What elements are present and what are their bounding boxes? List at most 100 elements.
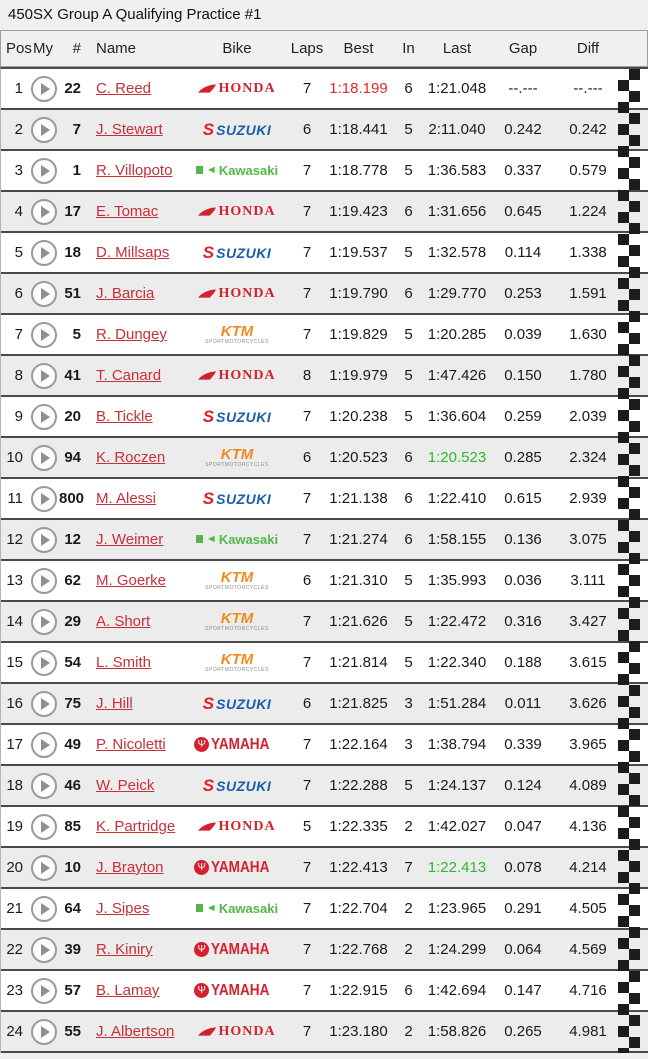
play-icon [41, 1025, 50, 1038]
bike-logo-yamaha: Ψ YAMAHA [186, 982, 288, 999]
play-button[interactable] [31, 198, 57, 225]
bike-label: HONDA [218, 367, 276, 383]
play-button[interactable] [31, 280, 57, 307]
gap-value: 0.039 [504, 326, 542, 343]
rider-number: 94 [64, 449, 81, 466]
play-button[interactable] [31, 403, 57, 430]
bike-label: YAMAHA [211, 858, 270, 876]
play-button[interactable] [31, 157, 57, 184]
rider-name-link[interactable]: R. Villopoto [96, 162, 173, 179]
best-time: 1:20.238 [329, 408, 388, 425]
in-lap: 6 [404, 982, 413, 999]
header-last: Last [442, 40, 472, 57]
rider-number: 29 [64, 613, 81, 630]
rider-name-link[interactable]: J. Barcia [96, 285, 155, 302]
rider-name-link[interactable]: B. Tickle [96, 408, 153, 425]
play-icon [41, 738, 50, 751]
bike-logo-ktm: KTM SPORTMOTORCYCLES [186, 611, 288, 632]
rider-name-link[interactable]: P. Nicoletti [96, 736, 166, 753]
play-button[interactable] [31, 116, 57, 143]
my-cell [29, 75, 59, 102]
play-button[interactable] [31, 690, 57, 717]
rider-name-link[interactable]: J. Stewart [96, 121, 163, 138]
rider-name-cell: P. Nicoletti [87, 736, 186, 753]
in-lap: 3 [404, 736, 413, 753]
rider-name-link[interactable]: M. Goerke [96, 572, 167, 589]
my-cell [29, 936, 59, 963]
honda-wing-icon [198, 1027, 217, 1037]
best-time: 1:22.413 [329, 859, 388, 876]
play-button[interactable] [31, 239, 57, 266]
play-button[interactable] [31, 75, 57, 102]
play-button[interactable] [31, 444, 57, 471]
rider-name-cell: J. Brayton [87, 859, 186, 876]
bike-label: YAMAHA [211, 940, 270, 958]
rider-name-cell: M. Goerke [87, 572, 186, 589]
rider-name-link[interactable]: A. Short [96, 613, 151, 630]
play-icon [41, 697, 50, 710]
diff-value: 2.939 [569, 490, 607, 507]
bike-logo-honda: HONDA [186, 819, 288, 834]
rider-name-link[interactable]: K. Partridge [96, 818, 176, 835]
rider-name-link[interactable]: R. Dungey [96, 326, 167, 343]
best-time: 1:19.537 [329, 244, 388, 261]
bike-label: KTM [220, 569, 254, 586]
play-button[interactable] [31, 526, 57, 553]
play-button[interactable] [31, 485, 57, 512]
bike-sublabel: SPORTMOTORCYCLES [205, 626, 269, 632]
play-button[interactable] [31, 649, 57, 676]
my-cell [29, 157, 59, 184]
bike-mark-icon: ◄ [196, 903, 217, 914]
rider-name-link[interactable]: M. Alessi [96, 490, 157, 507]
rider-name-link[interactable]: J. Brayton [96, 859, 164, 876]
diff-value: 4.214 [569, 859, 607, 876]
rider-name-link[interactable]: J. Hill [96, 695, 133, 712]
play-button[interactable] [31, 854, 57, 881]
rider-name-link[interactable]: T. Canard [96, 367, 162, 384]
bike-label: SUZUKI [216, 121, 272, 138]
play-icon [41, 533, 50, 546]
play-button[interactable] [31, 321, 57, 348]
best-time: 1:23.180 [329, 1023, 388, 1040]
rider-name-link[interactable]: R. Kiniry [96, 941, 153, 958]
play-button[interactable] [31, 895, 57, 922]
play-button[interactable] [31, 731, 57, 758]
play-button[interactable] [31, 608, 57, 635]
bike-logo-suzuki: S SUZUKI [186, 408, 288, 425]
bike-logo-yamaha: Ψ YAMAHA [186, 736, 288, 753]
table-row: 23 57 B. Lamay Ψ YAMAHA 7 1:22.915 6 1:4… [1, 971, 648, 1012]
last-time: 1:58.155 [427, 531, 487, 548]
table-header: Pos My # Name Bike Laps Best In Last Gap… [0, 30, 648, 67]
diff-value: 3.111 [570, 572, 606, 589]
play-button[interactable] [31, 362, 57, 389]
rider-name-link[interactable]: E. Tomac [96, 203, 159, 220]
rider-name-link[interactable]: J. Albertson [96, 1023, 175, 1040]
laps-cell: 7 [302, 859, 312, 876]
play-button[interactable] [31, 813, 57, 840]
rider-name-link[interactable]: D. Millsaps [96, 244, 170, 261]
honda-wing-icon [198, 289, 217, 299]
rider-name-link[interactable]: W. Peick [96, 777, 155, 794]
rider-name-link[interactable]: B. Lamay [96, 982, 160, 999]
table-row: 22 39 R. Kiniry Ψ YAMAHA 7 1:22.768 2 1:… [1, 930, 648, 971]
honda-wing-icon [198, 84, 217, 94]
play-button[interactable] [31, 1018, 57, 1045]
gap-value: 0.285 [504, 449, 542, 466]
position-cell: 12 [6, 531, 23, 548]
rider-name-link[interactable]: C. Reed [96, 80, 152, 97]
rider-name-link[interactable]: J. Sipes [96, 900, 150, 917]
play-button[interactable] [31, 936, 57, 963]
last-time: 1:58.826 [427, 1023, 487, 1040]
play-button[interactable] [31, 772, 57, 799]
play-button[interactable] [31, 977, 57, 1004]
rider-name-link[interactable]: J. Weimer [96, 531, 164, 548]
last-time: 1:20.523 [427, 449, 487, 466]
in-lap: 5 [404, 244, 413, 261]
laps-cell: 7 [302, 613, 312, 630]
gap-value: 0.114 [504, 244, 542, 261]
bike-logo-suzuki: S SUZUKI [186, 695, 288, 712]
play-button[interactable] [31, 567, 57, 594]
rider-name-link[interactable]: K. Roczen [96, 449, 166, 466]
diff-value: 4.136 [569, 818, 607, 835]
rider-name-link[interactable]: L. Smith [96, 654, 152, 671]
